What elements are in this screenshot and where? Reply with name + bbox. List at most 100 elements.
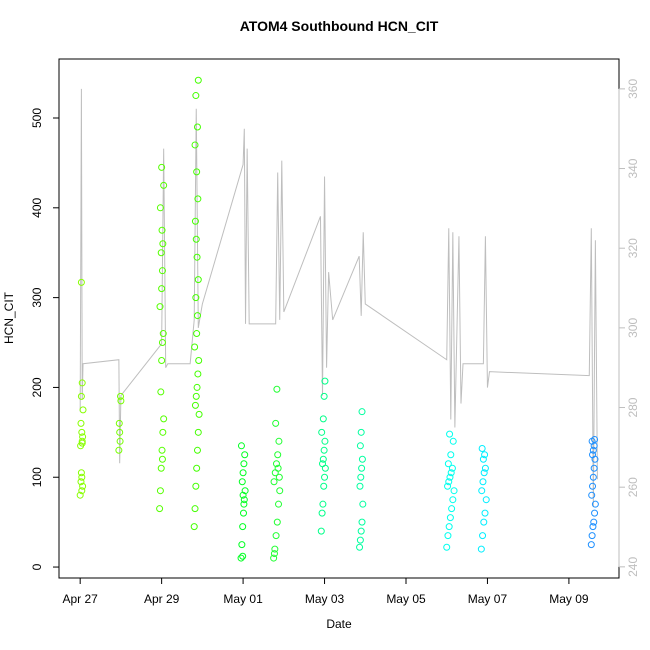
point — [589, 451, 597, 459]
point — [116, 392, 124, 400]
point — [478, 444, 486, 452]
point — [116, 437, 124, 445]
point — [239, 523, 247, 531]
point — [590, 464, 598, 472]
point — [589, 482, 597, 490]
y2-tick-label: 240 — [626, 557, 640, 577]
y-tick-label: 200 — [30, 377, 44, 397]
point — [195, 356, 203, 364]
point — [318, 509, 326, 517]
point — [356, 442, 364, 450]
point — [79, 406, 87, 414]
point — [158, 356, 166, 364]
point — [239, 552, 247, 560]
point — [117, 397, 125, 405]
point — [157, 388, 165, 396]
point — [480, 518, 488, 526]
point — [591, 509, 599, 517]
point — [158, 339, 166, 347]
point — [115, 419, 123, 427]
point — [591, 436, 599, 444]
point — [359, 500, 367, 508]
point — [356, 482, 364, 490]
point — [589, 446, 597, 454]
point — [192, 235, 200, 243]
point — [193, 123, 201, 131]
point — [591, 500, 599, 508]
point — [77, 278, 85, 286]
point — [588, 491, 596, 499]
point — [479, 532, 487, 540]
point — [587, 541, 595, 549]
point — [191, 343, 199, 351]
point — [156, 487, 164, 495]
point — [158, 163, 166, 171]
point — [448, 505, 456, 513]
point — [239, 491, 247, 499]
point — [160, 415, 168, 423]
x-tick-label: May 09 — [549, 592, 589, 606]
point — [275, 500, 283, 508]
point — [270, 550, 278, 558]
point — [270, 554, 278, 562]
point — [190, 523, 198, 531]
y-axis-label: HCN_CIT — [2, 291, 16, 344]
point — [158, 446, 166, 454]
point — [158, 285, 166, 293]
point — [193, 446, 201, 454]
point — [240, 496, 248, 504]
point — [358, 408, 366, 416]
point — [239, 469, 247, 477]
point — [275, 437, 283, 445]
point — [160, 181, 168, 189]
point — [480, 469, 488, 477]
point — [193, 168, 201, 176]
point — [588, 532, 596, 540]
point — [321, 473, 329, 481]
point — [158, 455, 166, 463]
point — [320, 392, 328, 400]
point — [192, 482, 200, 490]
point — [191, 401, 199, 409]
point — [116, 428, 124, 436]
point — [193, 330, 201, 338]
y-tick-label: 500 — [30, 108, 44, 128]
point — [274, 464, 282, 472]
point — [589, 473, 597, 481]
point — [477, 545, 485, 553]
point — [159, 330, 167, 338]
y2-tick-label: 360 — [626, 79, 640, 99]
y-tick-label: 400 — [30, 197, 44, 217]
point — [240, 500, 248, 508]
y2-tick-label: 280 — [626, 397, 640, 417]
point — [319, 415, 327, 423]
point — [478, 487, 486, 495]
point — [239, 509, 247, 517]
point — [79, 482, 87, 490]
y2-line — [79, 88, 598, 508]
point — [320, 446, 328, 454]
point — [270, 478, 278, 486]
x-tick-label: May 03 — [305, 592, 345, 606]
point — [589, 523, 597, 531]
point — [318, 428, 326, 436]
point — [240, 460, 248, 468]
point — [273, 518, 281, 526]
point — [156, 505, 164, 513]
point — [192, 92, 200, 100]
point — [191, 217, 199, 225]
point — [481, 509, 489, 517]
chart-title: ATOM4 Southbound HCN_CIT — [240, 18, 439, 34]
point — [317, 527, 325, 535]
y-tick-label: 100 — [30, 467, 44, 487]
x-axis-label: Date — [326, 617, 352, 631]
point — [193, 312, 201, 320]
x-tick-label: May 07 — [468, 592, 508, 606]
point — [238, 541, 246, 549]
point — [157, 464, 165, 472]
point — [319, 455, 327, 463]
point — [320, 482, 328, 490]
point — [444, 460, 452, 468]
point — [479, 478, 487, 486]
point — [195, 410, 203, 418]
